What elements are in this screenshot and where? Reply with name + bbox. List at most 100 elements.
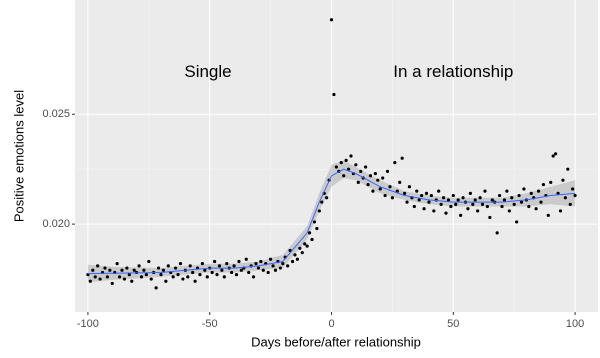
data-point [181, 277, 185, 281]
data-point [225, 262, 229, 266]
data-point [502, 198, 507, 202]
data-point [412, 204, 416, 209]
annotation: In a relationship [393, 62, 513, 81]
data-point [237, 259, 241, 264]
data-point [519, 200, 524, 204]
data-point [178, 262, 183, 266]
x-axis-title: Days before/after relationship [251, 334, 421, 349]
data-point [566, 167, 570, 171]
data-point [488, 215, 492, 220]
data-point [210, 270, 214, 275]
data-point [373, 171, 377, 176]
data-point [122, 277, 127, 281]
data-point [259, 259, 263, 264]
data-point [366, 182, 370, 187]
data-point [110, 281, 114, 286]
data-point [315, 226, 319, 231]
data-point [573, 193, 577, 198]
data-point [522, 187, 526, 191]
data-point [420, 193, 424, 198]
data-point [232, 264, 236, 268]
data-point [198, 273, 202, 277]
x-tick-label: 0 [328, 318, 334, 330]
data-point [346, 167, 351, 171]
data-point [439, 202, 443, 206]
data-point [293, 253, 297, 257]
data-point [193, 279, 197, 283]
data-point [354, 163, 358, 167]
data-point [273, 268, 278, 272]
data-point [203, 268, 207, 272]
data-point [529, 191, 533, 195]
data-point [125, 266, 129, 270]
data-point [254, 262, 258, 266]
data-point [454, 202, 458, 206]
data-point [515, 220, 519, 224]
data-point [402, 191, 407, 195]
data-point [266, 270, 270, 275]
data-point [91, 268, 95, 272]
x-tick-label: 50 [447, 318, 459, 330]
data-point [96, 264, 100, 268]
data-point [449, 204, 453, 209]
data-point [117, 275, 122, 279]
data-point [527, 204, 531, 209]
data-point [149, 277, 153, 281]
data-point [239, 268, 243, 272]
x-tick-label: -100 [77, 318, 99, 330]
data-point [230, 270, 234, 275]
data-point [534, 207, 538, 211]
data-point [247, 270, 251, 275]
data-point [441, 196, 446, 200]
data-point [251, 275, 256, 279]
data-point [144, 273, 148, 277]
data-point [473, 198, 477, 202]
data-point [332, 92, 336, 97]
data-point [212, 259, 217, 264]
data-point [159, 273, 163, 277]
data-point [256, 266, 261, 270]
data-point [563, 196, 567, 200]
data-point [105, 275, 109, 279]
data-point [385, 169, 390, 173]
data-point [546, 213, 550, 217]
data-point [127, 273, 131, 277]
data-point [88, 279, 92, 283]
x-tick-label: 100 [566, 318, 584, 330]
data-point [320, 200, 324, 204]
data-point [317, 209, 321, 213]
data-point [444, 211, 448, 215]
data-point [342, 174, 346, 178]
data-point [407, 185, 412, 189]
data-point [371, 189, 375, 193]
data-point [485, 204, 490, 209]
data-point [261, 268, 265, 272]
x-tick-label: -50 [202, 318, 218, 330]
data-point [461, 196, 465, 200]
data-point [334, 165, 338, 169]
data-point [568, 202, 572, 206]
data-point [356, 180, 360, 184]
data-point [561, 178, 565, 182]
data-point [120, 268, 124, 272]
data-point [188, 264, 192, 268]
data-point [191, 270, 195, 275]
data-point [456, 198, 460, 202]
data-point [549, 180, 553, 184]
data-point [505, 189, 509, 193]
data-point [429, 193, 433, 198]
data-point [154, 286, 158, 290]
data-point [281, 262, 285, 266]
data-point [166, 264, 170, 268]
data-point [161, 268, 166, 272]
data-point [329, 18, 334, 22]
data-point [305, 244, 309, 248]
data-point [215, 273, 219, 277]
plot-panel [75, 0, 598, 312]
data-point [510, 196, 514, 200]
data-point [395, 189, 399, 193]
data-point [500, 204, 504, 209]
data-point [424, 191, 429, 195]
data-point [171, 275, 175, 279]
data-point [427, 200, 431, 204]
